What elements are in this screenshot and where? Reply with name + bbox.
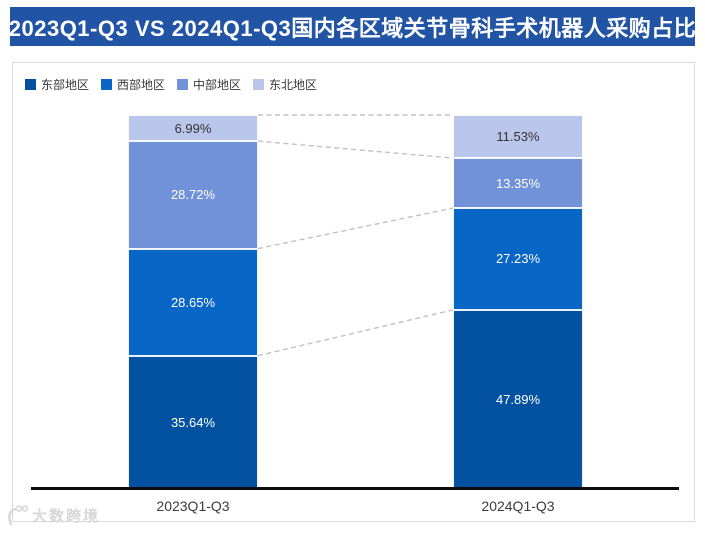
- segment-value-label: 47.89%: [495, 391, 541, 407]
- legend-label: 东北地区: [269, 78, 318, 92]
- bar-segment: 47.89%: [453, 309, 583, 489]
- bar-segment: 11.53%: [453, 115, 583, 159]
- segment-value-label: 13.35%: [495, 175, 541, 191]
- watermark: 大数跨境: [5, 504, 100, 526]
- legend-item: 东北地区: [253, 76, 317, 93]
- bar-segment: 6.99%: [128, 115, 258, 142]
- bar-segment: 13.35%: [453, 158, 583, 209]
- legend: 东部地区 西部地区 中部地区 东北地区: [25, 76, 317, 93]
- bar-segment: 27.23%: [453, 208, 583, 310]
- chart-panel: 东部地区 西部地区 中部地区 东北地区 6.99% 28.72% 28.65% 35.64%…: [12, 62, 695, 522]
- bar-segment: 28.65%: [128, 248, 258, 356]
- watermark-text: 大数跨境: [32, 507, 101, 525]
- legend-label: 东部地区: [41, 78, 90, 92]
- legend-item: 西部地区: [101, 76, 165, 93]
- x-axis-tick-label: 2024Q1-Q3: [481, 498, 555, 514]
- legend-swatch-icon: [253, 79, 265, 90]
- stacked-bar: 11.53% 13.35% 27.23% 47.89%: [453, 115, 583, 489]
- legend-item: 中部地区: [177, 76, 241, 93]
- segment-value-label: 28.65%: [170, 294, 216, 310]
- legend-swatch-icon: [25, 79, 36, 90]
- segment-value-label: 35.64%: [170, 414, 216, 430]
- segment-value-label: 28.72%: [170, 187, 216, 203]
- legend-item: 东部地区: [25, 76, 89, 93]
- stacked-bar: 6.99% 28.72% 28.65% 35.64%: [128, 115, 258, 489]
- segment-value-label: 6.99%: [174, 120, 212, 136]
- legend-label: 中部地区: [193, 78, 242, 92]
- segment-value-label: 27.23%: [495, 251, 541, 267]
- bar-segment: 28.72%: [128, 141, 258, 249]
- page-title: 2023Q1-Q3 VS 2024Q1-Q3国内各区域关节骨科手术机器人采购占比: [8, 15, 697, 41]
- x-axis-tick-label: 2023Q1-Q3: [156, 498, 230, 514]
- bar-segment: 35.64%: [128, 355, 258, 489]
- segment-value-label: 11.53%: [496, 129, 540, 145]
- title-banner: 2023Q1-Q3 VS 2024Q1-Q3国内各区域关节骨科手术机器人采购占比: [8, 7, 697, 46]
- legend-swatch-icon: [101, 79, 113, 90]
- connector-lines: [257, 114, 454, 357]
- legend-label: 西部地区: [117, 78, 166, 92]
- legend-swatch-icon: [177, 79, 189, 90]
- x-axis-line: [31, 487, 679, 490]
- watermark-logo-icon: [8, 505, 29, 526]
